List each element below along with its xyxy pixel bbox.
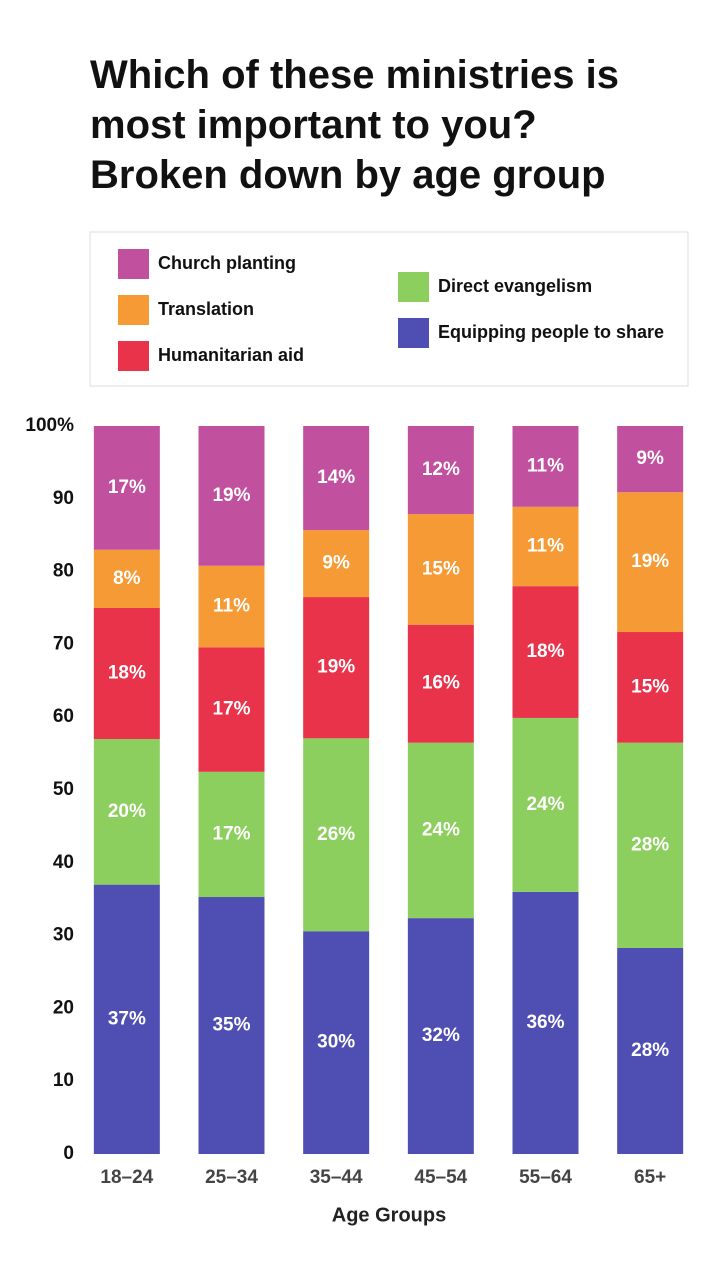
y-tick-label: 20 (53, 997, 74, 1018)
data-label: 14% (317, 467, 355, 488)
bar-segment (303, 426, 370, 531)
y-tick-label: 10 (53, 1070, 74, 1091)
x-axis-title: Age Groups (332, 1204, 446, 1226)
bar-segment (198, 771, 265, 898)
data-label: 8% (113, 568, 141, 589)
data-label: 28% (631, 1040, 669, 1061)
x-tick-label: 65+ (634, 1167, 666, 1188)
data-label: 24% (526, 794, 564, 815)
data-label: 18% (108, 663, 146, 684)
bar-segment (617, 742, 684, 948)
y-tick-label: 50 (53, 779, 74, 800)
bar-segment (512, 891, 579, 1154)
bar-segment (407, 426, 474, 515)
x-tick-label: 18–24 (100, 1167, 153, 1188)
data-label: 32% (422, 1025, 460, 1046)
bar-segment (93, 608, 160, 740)
x-tick-label: 25–34 (205, 1167, 258, 1188)
legend-box (89, 231, 689, 387)
data-label: 12% (422, 459, 460, 480)
legend-swatch (398, 318, 429, 348)
bar-segment (407, 514, 474, 625)
bar-segment (512, 586, 579, 718)
data-label: 26% (317, 824, 355, 845)
y-tick-label: 80 (53, 561, 74, 582)
data-label: 16% (422, 673, 460, 694)
legend-label: Humanitarian aid (158, 345, 304, 365)
y-tick-label: 70 (53, 633, 74, 654)
bar-segment (512, 426, 579, 507)
data-label: 30% (317, 1032, 355, 1053)
data-label: 20% (108, 801, 146, 822)
legend-label: Translation (158, 299, 254, 319)
bar-segment (617, 426, 684, 493)
bar-segment (617, 947, 684, 1154)
legend-swatch (398, 272, 429, 302)
bar-segment (303, 738, 370, 932)
data-label: 17% (108, 477, 146, 498)
data-label: 28% (631, 834, 669, 855)
bar-segment (617, 632, 684, 743)
bar-segment (198, 565, 265, 648)
data-label: 19% (317, 657, 355, 678)
legend-label: Direct evangelism (438, 276, 592, 296)
chart-title: Which of these ministries is most import… (90, 53, 620, 197)
bar-segment (198, 897, 265, 1154)
bar-segment (303, 931, 370, 1154)
x-tick-label: 55–64 (519, 1167, 572, 1188)
bar-segment (93, 884, 160, 1154)
data-label: 17% (212, 699, 250, 720)
bar-segment (407, 918, 474, 1154)
bar-segment (198, 426, 265, 566)
data-label: 37% (108, 1008, 146, 1029)
legend-swatch (118, 249, 149, 279)
bar-segment (198, 647, 265, 772)
data-label: 17% (212, 823, 250, 844)
y-tick-label: 40 (53, 852, 74, 873)
bar-segment (93, 426, 160, 550)
legend-label: Church planting (158, 253, 296, 273)
bar-segment (407, 624, 474, 743)
data-label: 9% (322, 553, 350, 574)
data-label: 24% (422, 819, 460, 840)
y-tick-label: 90 (53, 488, 74, 509)
data-label: 35% (212, 1015, 250, 1036)
y-tick-label: 30 (53, 925, 74, 946)
x-tick-label: 45–54 (414, 1167, 467, 1188)
legend-swatch (118, 295, 149, 325)
data-label: 11% (527, 535, 564, 556)
data-label: 19% (212, 485, 250, 506)
data-label: 11% (527, 455, 564, 476)
bar-segment (407, 742, 474, 919)
data-label: 36% (526, 1012, 564, 1033)
data-label: 15% (422, 558, 460, 579)
y-tick-label: 100% (25, 415, 74, 436)
x-tick-label: 35–44 (310, 1167, 363, 1188)
bar-segment (512, 717, 579, 892)
bar-segment (512, 506, 579, 587)
bar-segment (303, 530, 370, 598)
data-label: 9% (636, 448, 664, 469)
y-tick-label: 60 (53, 706, 74, 727)
y-tick-label: 0 (63, 1143, 74, 1164)
legend-label: Equipping people to share (438, 322, 664, 342)
bar-segment (93, 549, 160, 608)
bar-segment (93, 739, 160, 885)
bar-segment (303, 597, 370, 739)
bar-segment (617, 492, 684, 633)
data-label: 18% (526, 641, 564, 662)
data-label: 19% (631, 551, 669, 572)
data-label: 15% (631, 676, 669, 697)
data-label: 11% (213, 596, 250, 617)
legend-swatch (118, 341, 149, 371)
